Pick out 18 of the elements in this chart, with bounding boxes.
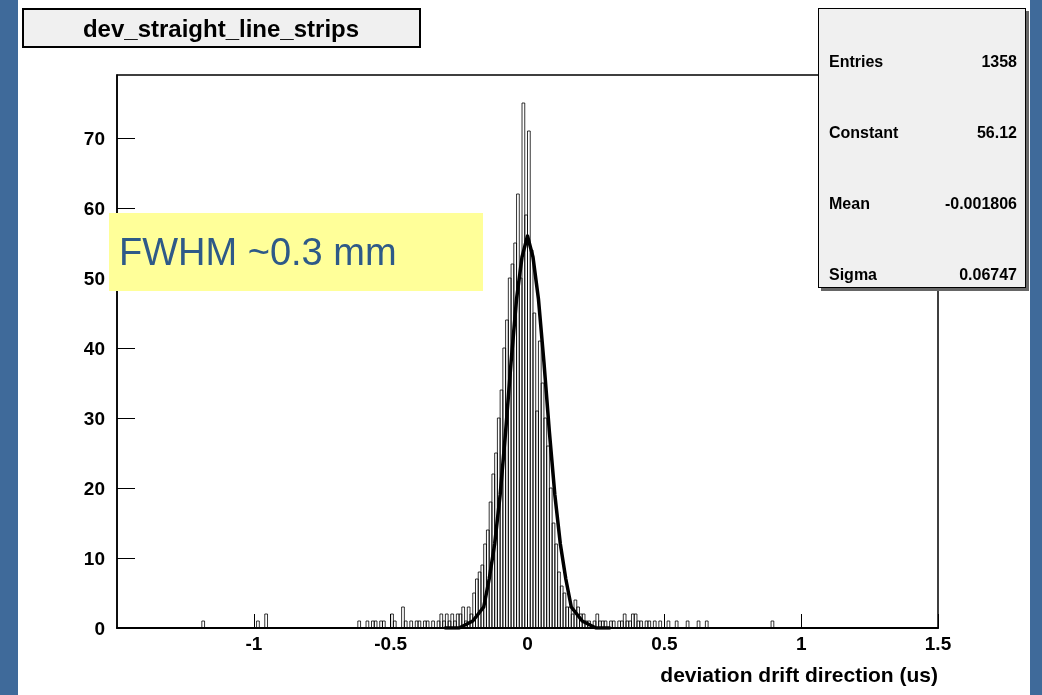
y-tick-label: 60 — [83, 197, 105, 219]
x-tick-label: -1 — [245, 633, 263, 654]
x-axis-title: deviation drift direction (us) — [660, 663, 938, 686]
y-tick-label: 70 — [83, 127, 105, 149]
y-tick-label: 40 — [83, 337, 105, 359]
x-tick-label: 1 — [795, 633, 807, 654]
y-tick-label: 30 — [83, 407, 105, 429]
x-tick-label: -0.5 — [374, 633, 408, 654]
chart-title: dev_straight_line_strips — [82, 14, 360, 42]
y-tick-label: 10 — [83, 547, 105, 569]
y-tick-label: 0 — [94, 617, 105, 639]
x-tick-label: 0.5 — [651, 633, 678, 654]
y-tick-label: 20 — [83, 477, 105, 499]
y-tick-label: 50 — [83, 267, 105, 289]
x-tick-label: 0 — [522, 633, 533, 654]
stats-box: Entries 1358 Constant 56.12 Mean -0.001806 Sigma 0.06747 — [818, 8, 1026, 288]
annotation: FWHM ~0.3 mm — [119, 230, 397, 274]
x-tick-label: 1.5 — [924, 633, 952, 654]
